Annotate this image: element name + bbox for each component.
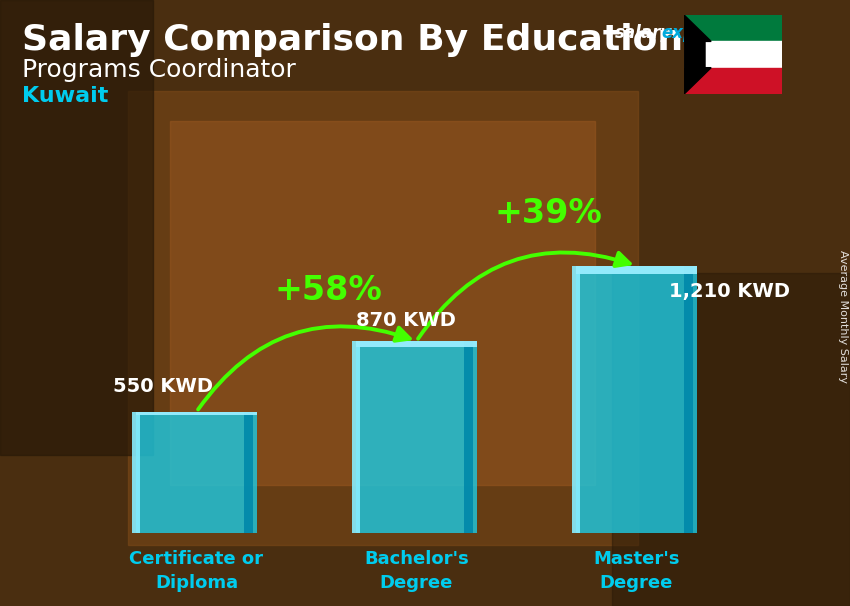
- Bar: [356, 341, 477, 347]
- Bar: [571, 266, 581, 533]
- Text: salary: salary: [615, 24, 672, 42]
- Text: +39%: +39%: [495, 198, 603, 230]
- Bar: [612, 273, 850, 606]
- Text: Average Monthly Salary: Average Monthly Salary: [838, 250, 848, 382]
- Bar: [128, 91, 638, 545]
- Bar: [684, 68, 782, 94]
- Text: 1,210 KWD: 1,210 KWD: [670, 282, 791, 301]
- Bar: [136, 411, 257, 533]
- Bar: [684, 15, 782, 41]
- Text: 870 KWD: 870 KWD: [355, 311, 456, 330]
- Bar: [464, 341, 473, 533]
- Bar: [132, 411, 140, 533]
- Text: .com: .com: [729, 24, 774, 42]
- Bar: [576, 266, 697, 533]
- Text: Salary Comparison By Education: Salary Comparison By Education: [22, 23, 683, 57]
- Bar: [352, 341, 360, 533]
- Bar: [356, 341, 477, 533]
- Text: +58%: +58%: [275, 274, 382, 307]
- Bar: [170, 121, 595, 485]
- Bar: [684, 41, 782, 68]
- Polygon shape: [684, 15, 711, 94]
- Text: 550 KWD: 550 KWD: [113, 378, 212, 396]
- Bar: [0, 0, 153, 454]
- Bar: [244, 411, 252, 533]
- Text: Kuwait: Kuwait: [22, 86, 109, 106]
- Bar: [136, 411, 257, 415]
- Bar: [576, 266, 697, 274]
- Bar: [683, 266, 693, 533]
- Text: explorer: explorer: [661, 24, 740, 42]
- Text: Programs Coordinator: Programs Coordinator: [22, 58, 296, 82]
